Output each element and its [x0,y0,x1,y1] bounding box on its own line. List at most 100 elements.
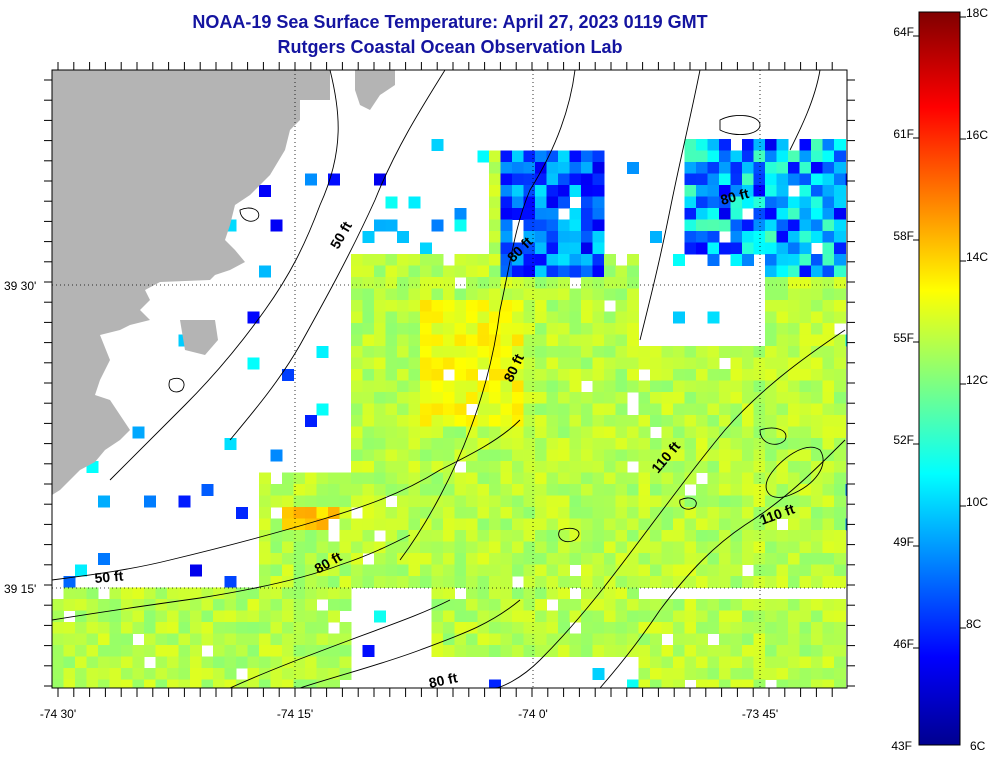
sst-cell [799,461,812,473]
sst-cell [351,518,363,531]
sst-cell [351,438,363,450]
sst-cell [765,541,777,554]
sst-cell [351,254,363,266]
sst-cell [615,357,628,370]
sst-cell [627,334,639,347]
sst-cell [328,484,340,496]
sst-cell [305,530,317,542]
sst-cell [512,403,524,416]
sst-cell [512,323,524,335]
sst-cell [408,392,421,404]
sst-cell [247,645,260,657]
sst-cell [155,668,168,680]
sst-cell [696,369,708,381]
sst-cell [592,449,605,462]
sst-cell [730,472,743,485]
sst-cell [247,357,260,370]
sst-cell [558,162,570,174]
sst-cell [374,576,386,588]
sst-cell [730,645,743,657]
sst-cell [546,196,559,209]
sst-cell [466,277,478,289]
sst-cell [213,656,225,669]
sst-cell [569,426,582,439]
sst-cell [213,599,225,611]
sst-cell [500,587,513,600]
sst-cell [592,380,605,393]
sst-cell [581,277,593,289]
sst-cell [822,346,835,358]
sst-cell [592,541,605,554]
sst-cell [397,553,409,565]
sst-cell [305,610,317,623]
sst-cell [615,288,628,301]
sst-cell [638,449,651,462]
sst-cell [466,438,478,450]
sst-cell [489,484,501,496]
graticule [52,70,847,688]
sst-cell [52,610,64,623]
sst-cell [742,472,754,485]
sst-cell [328,541,340,554]
sst-cell [569,449,582,462]
sst-cell [52,622,64,634]
sst-cell [581,265,593,278]
sst-cell [776,173,789,186]
sst-cell [650,679,662,688]
sst-cell [765,622,777,634]
sst-cell [811,484,823,496]
sst-cell [178,610,191,623]
sst-cell [638,438,651,450]
sst-cell [512,564,524,577]
sst-cell [477,150,490,163]
fahrenheit-label: 46F [893,637,914,651]
sst-cell [581,553,593,565]
sst-cell [788,507,800,519]
sst-cell [477,587,490,600]
sst-cell [109,668,122,680]
sst-cell [351,403,363,416]
sst-cell [569,415,582,427]
sst-cell [604,426,616,439]
sst-cell [477,403,490,416]
sst-cell [788,645,800,657]
sst-cell [443,507,455,519]
sst-cell [454,576,467,588]
sst-cell [742,553,754,565]
sst-cell [523,484,536,496]
sst-cell [374,380,386,393]
sst-cell [259,472,271,485]
sst-cell [397,323,409,335]
sst-cell [489,576,501,588]
sst-cell [316,645,329,657]
sst-cell [454,415,467,427]
sst-cell [489,461,501,473]
sst-cell [86,668,99,680]
sst-cell [845,484,847,496]
sst-cell [822,633,835,646]
sst-cell [512,599,524,611]
sst-cell [811,576,823,588]
sst-cell [454,541,467,554]
sst-cell [730,599,743,611]
sst-cell [569,334,582,347]
sst-cell [684,219,697,232]
sst-cell [512,162,524,174]
sst-cell [811,277,823,289]
sst-cell [397,438,409,450]
sst-cell [500,518,513,531]
sst-cell [443,645,455,657]
sst-cell [592,518,605,531]
sst-cell [443,300,455,312]
sst-cell [454,334,467,347]
sst-cell [374,392,386,404]
sst-cell [270,541,283,554]
sst-cell [477,311,490,324]
sst-cell [500,150,513,163]
sst-cell [454,518,467,531]
sst-cell [661,380,674,393]
sst-cell [650,403,662,416]
sst-cell [546,472,559,485]
sst-cell [788,162,800,174]
sst-cell [696,633,708,646]
